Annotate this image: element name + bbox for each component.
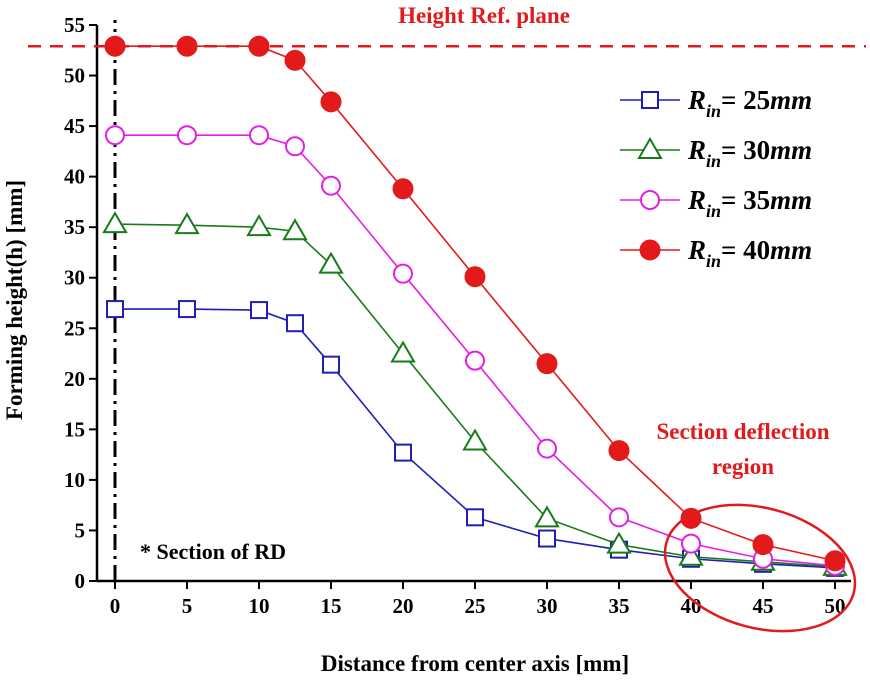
data-point [105, 125, 125, 146]
series-line [114, 223, 836, 568]
axes: 0 5 10 15 20 25 30 35 40 45 50 0 5 10 15 20 25 30 35 40 45 50… [64, 13, 851, 618]
data-point [466, 508, 484, 527]
y-tick-label: 5 [75, 518, 86, 542]
data-point [318, 251, 344, 274]
series-3 [105, 125, 845, 576]
legend-item-2: Rin= 30mm [620, 135, 812, 171]
x-tick-label: 45 [753, 594, 774, 618]
legend-label: Rin= 30mm [687, 135, 812, 171]
x-tick-label: 10 [249, 594, 270, 618]
data-point [178, 300, 196, 319]
legend-marker [637, 137, 663, 159]
data-point [102, 211, 128, 234]
data-point [282, 218, 308, 241]
data-point [322, 355, 340, 374]
data-point [246, 214, 272, 237]
x-tick-label: 30 [537, 594, 558, 618]
data-point [320, 91, 342, 113]
y-tick-label: 20 [64, 367, 85, 391]
legend-marker [641, 91, 659, 109]
data-point [752, 534, 774, 556]
reference-line-label: Height Ref. plane [398, 3, 570, 28]
data-point [248, 35, 270, 57]
deflection-region-ellipse [663, 503, 857, 633]
y-tick-label: 50 [64, 64, 85, 88]
deflection-label-line2: region [712, 454, 774, 479]
x-tick-label: 5 [182, 594, 193, 618]
data-point [286, 314, 304, 333]
legend: Rin= 25mm Rin= 30mm Rin= 35mm Rin= 40mm [620, 85, 812, 271]
annotations: Height Ref. plane * Section of RD Sectio… [140, 3, 857, 633]
x-tick-label: 35 [609, 594, 630, 618]
x-tick-label: 50 [825, 594, 846, 618]
x-tick-label: 25 [465, 594, 486, 618]
data-point [609, 507, 629, 528]
data-point [392, 178, 414, 200]
data-point [824, 550, 846, 572]
x-tick-label: 40 [681, 594, 702, 618]
data-point [534, 505, 560, 528]
data-point [321, 175, 341, 196]
y-tick-label: 40 [64, 165, 85, 189]
data-point [464, 266, 486, 288]
data-point [608, 440, 630, 462]
y-tick-label: 0 [75, 569, 86, 593]
x-tick-label: 15 [321, 594, 342, 618]
x-tick-label: 20 [393, 594, 414, 618]
data-point [250, 301, 268, 320]
data-point [390, 340, 416, 363]
data-point [462, 428, 488, 451]
data-point [249, 125, 269, 146]
series-4 [104, 35, 846, 572]
x-axis-title: Distance from center axis [mm] [321, 651, 629, 676]
section-note: * Section of RD [140, 539, 286, 564]
legend-item-1: Rin= 25mm [620, 85, 812, 121]
data-point [606, 531, 632, 554]
y-axis-title: Forming height(h) [mm] [2, 180, 27, 420]
series-layer [102, 35, 848, 577]
y-tick-label: 15 [64, 417, 85, 441]
y-tick-label: 45 [64, 114, 85, 138]
series-line [115, 45, 836, 562]
data-point [678, 543, 704, 566]
y-tick-label: 35 [64, 215, 85, 239]
legend-label: Rin= 25mm [687, 85, 812, 121]
legend-item-3: Rin= 35mm [620, 185, 812, 221]
data-point [538, 529, 556, 548]
x-tick-label: 0 [110, 594, 121, 618]
data-point [284, 49, 306, 71]
legend-item-4: Rin= 40mm [620, 235, 812, 271]
data-point [537, 438, 557, 459]
data-point [681, 533, 701, 554]
series-line [115, 308, 836, 569]
legend-label: Rin= 35mm [687, 185, 812, 221]
data-point [536, 353, 558, 375]
series-line [115, 134, 836, 567]
legend-marker [640, 190, 660, 210]
data-point [394, 443, 412, 462]
data-point [177, 125, 197, 146]
legend-marker [639, 239, 661, 261]
data-point [106, 300, 124, 319]
data-point [174, 212, 200, 235]
y-tick-label: 55 [64, 13, 85, 37]
data-point [285, 136, 305, 157]
data-point [104, 35, 126, 57]
y-tick-label: 25 [64, 316, 85, 340]
y-tick-label: 10 [64, 468, 85, 492]
y-tick-label: 30 [64, 266, 85, 290]
deflection-label-line1: Section deflection [656, 419, 829, 444]
data-point [393, 263, 413, 284]
legend-label: Rin= 40mm [687, 235, 812, 271]
data-point [465, 350, 485, 371]
data-point [176, 35, 198, 57]
